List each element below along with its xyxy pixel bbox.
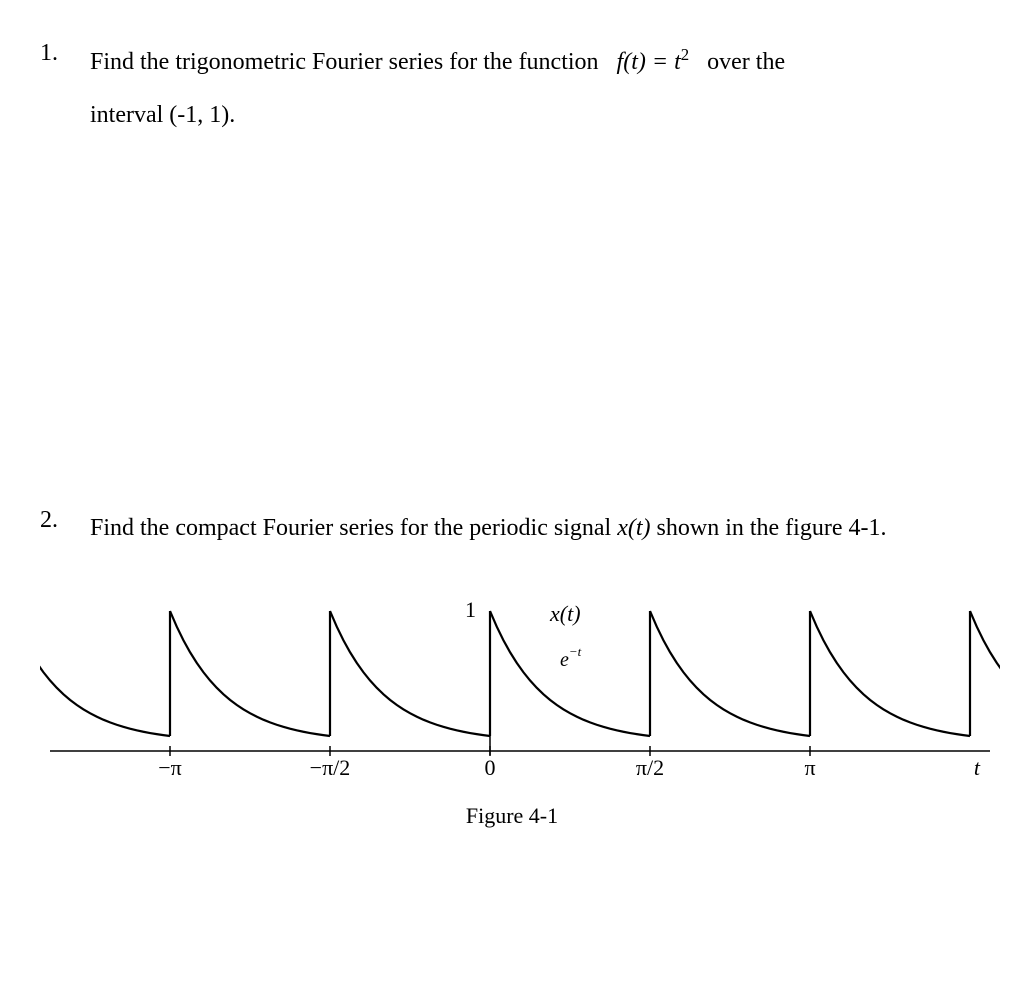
problem-2-text: Find the compact Fourier series for the …: [90, 507, 886, 550]
svg-text:π/2: π/2: [636, 755, 664, 780]
svg-text:t: t: [974, 755, 981, 780]
svg-text:0: 0: [485, 755, 496, 780]
problem-1-number: 1.: [40, 40, 90, 67]
p1-fn-exp: 2: [681, 45, 689, 64]
svg-text:−π: −π: [158, 755, 182, 780]
svg-text:−π/2: −π/2: [310, 755, 351, 780]
p2-text-before: Find the compact Fourier series for the …: [90, 515, 611, 541]
svg-text:e−t: e−t: [560, 644, 582, 671]
figure-caption: Figure 4-1: [40, 803, 984, 829]
svg-text:1: 1: [465, 597, 476, 622]
problem-2-number: 2.: [40, 507, 90, 534]
svg-text:π: π: [804, 755, 815, 780]
problem-2: 2. Find the compact Fourier series for t…: [40, 507, 984, 550]
p2-text-after: shown in the figure 4-1.: [657, 515, 887, 541]
figure-4-1: −π −π/2 0 π/2 π t 1 x(t) e−t: [40, 581, 1000, 791]
p1-line2: interval (-1, 1).: [90, 94, 785, 137]
p1-text-before: Find the trigonometric Fourier series fo…: [90, 49, 599, 75]
p1-fn-base: t: [674, 49, 681, 75]
p1-fn-lhs: f(t): [617, 49, 646, 75]
problem-1: 1. Find the trigonometric Fourier series…: [40, 40, 984, 137]
svg-text:x(t): x(t): [549, 601, 581, 626]
p1-fn-eq: =: [652, 49, 668, 75]
p2-x: x(t): [617, 515, 650, 541]
problem-1-text: Find the trigonometric Fourier series fo…: [90, 40, 785, 137]
p1-text-after: over the: [707, 49, 785, 75]
figure-container: −π −π/2 0 π/2 π t 1 x(t) e−t Figure 4-1: [40, 581, 984, 829]
